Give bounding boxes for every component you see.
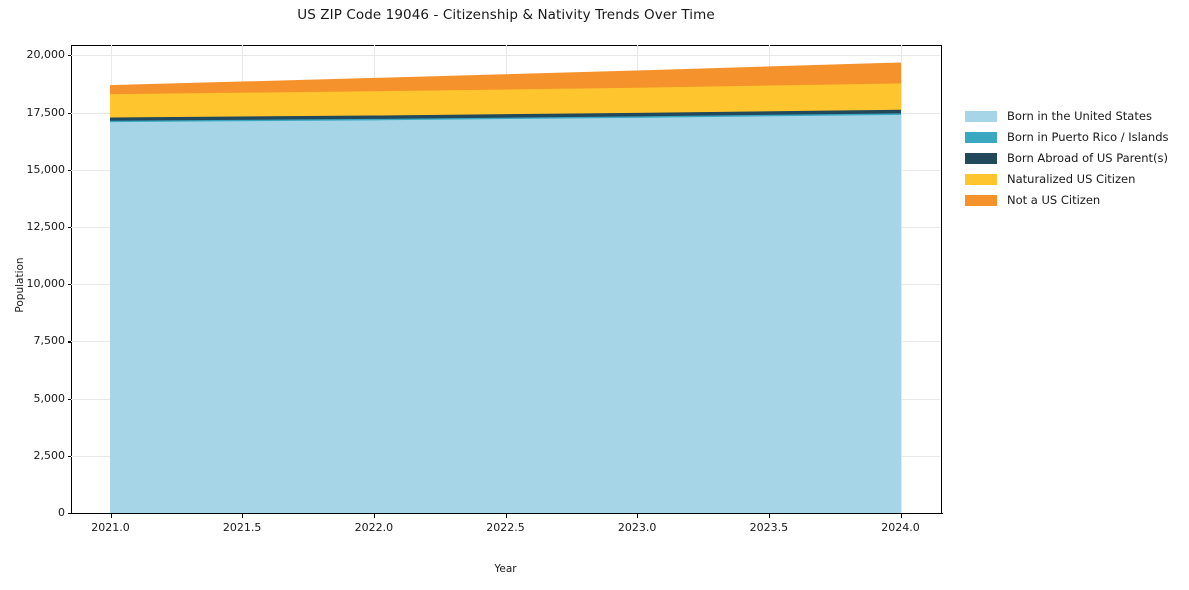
y-tick-label: 0 (58, 506, 65, 519)
x-tick-mark (637, 514, 639, 518)
y-tick-mark (67, 226, 71, 229)
legend-item-label: Born in Puerto Rico / Islands (1007, 129, 1169, 144)
legend-item[interactable]: Not a US Citizen (965, 190, 1180, 211)
y-tick-mark (67, 169, 71, 171)
x-tick-mark (110, 514, 112, 518)
legend-swatch-icon (965, 153, 997, 164)
y-tick-label: 17,500 (26, 105, 66, 119)
legend-item[interactable]: Naturalized US Citizen (965, 169, 1180, 190)
y-tick-label: 5,000 (33, 391, 66, 405)
plot-inner-region (71, 45, 940, 513)
y-tick-label: 7,500 (33, 334, 66, 348)
legend-item-label: Born in the United States (1007, 108, 1152, 123)
x-tick-label: 2021.5 (222, 521, 262, 534)
x-tick-mark (373, 514, 376, 518)
x-tick-label: 2022.5 (486, 521, 525, 534)
area-band (110, 113, 901, 513)
x-tick-label: 2021.0 (91, 521, 130, 534)
y-axis-title: Population (14, 257, 26, 313)
legend-item-label: Naturalized US Citizen (1007, 171, 1136, 186)
y-tick-mark (67, 55, 71, 57)
x-tick-label: 2023.0 (617, 521, 657, 534)
y-tick-label: 20,000 (26, 48, 66, 62)
x-tick-label: 2022.0 (354, 521, 394, 534)
y-tick-label: 10,000 (26, 277, 66, 291)
area-band (110, 62, 901, 95)
y-tick-label: 15,000 (26, 162, 66, 176)
legend-item[interactable]: Born in Puerto Rico / Islands (965, 127, 1180, 148)
y-tick-mark (67, 455, 71, 457)
x-tick-mark (242, 514, 244, 518)
x-tick-label: 2024.0 (881, 521, 920, 534)
x-axis-line (71, 513, 943, 515)
y-tick-mark (67, 112, 71, 114)
x-tick-mark (505, 514, 507, 518)
chart-legend: Born in the United States Born in Puerto … (965, 106, 1180, 211)
x-tick-label: 2023.5 (749, 521, 789, 534)
legend-swatch-icon (965, 132, 997, 143)
legend-swatch-icon (965, 111, 997, 122)
legend-item[interactable]: Born in the United States (965, 106, 1180, 127)
y-tick-mark (67, 513, 71, 515)
y-tick-label: 12,500 (26, 219, 66, 233)
chart-title: US ZIP Code 19046 - Citizenship & Nativi… (297, 7, 715, 23)
y-tick-label: 2,500 (33, 448, 66, 462)
legend-item-label: Not a US Citizen (1007, 192, 1101, 207)
x-tick-mark (900, 514, 902, 518)
y-tick-mark (67, 398, 71, 400)
legend-swatch-icon (965, 195, 997, 206)
stacked-area-series (110, 62, 901, 513)
legend-swatch-icon (965, 174, 997, 185)
x-tick-mark (768, 514, 771, 518)
x-axis-title: Year (494, 563, 517, 575)
y-tick-mark (67, 341, 71, 343)
y-tick-mark (67, 284, 71, 286)
legend-item[interactable]: Born Abroad of US Parent(s) (965, 148, 1180, 169)
legend-item-label: Born Abroad of US Parent(s) (1007, 150, 1168, 165)
